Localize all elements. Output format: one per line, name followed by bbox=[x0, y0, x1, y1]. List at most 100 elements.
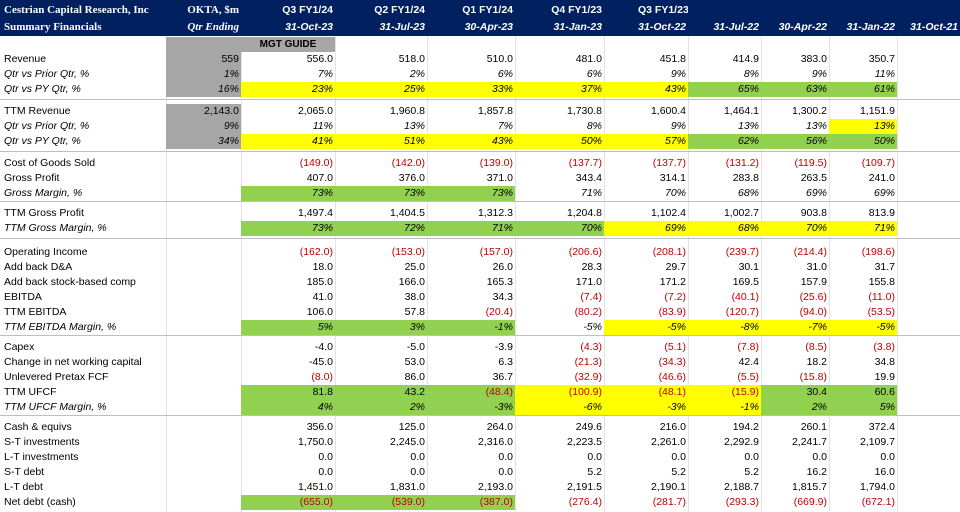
data-cell[interactable]: 4% bbox=[241, 400, 335, 415]
data-cell[interactable]: 407.0 bbox=[306, 172, 333, 184]
data-cell[interactable]: 30.4 bbox=[761, 385, 829, 400]
row-label[interactable]: Qtr vs Prior Qtr, % bbox=[4, 120, 90, 132]
date-header[interactable]: 31-Oct-21 bbox=[910, 21, 958, 33]
data-cell[interactable]: (198.6) bbox=[861, 246, 895, 258]
data-cell[interactable]: 25% bbox=[335, 82, 427, 97]
data-cell[interactable]: 8% bbox=[586, 120, 602, 132]
data-cell[interactable]: 57.8 bbox=[404, 306, 425, 318]
row-label[interactable]: Operating Income bbox=[4, 246, 88, 258]
data-cell[interactable]: 2,223.5 bbox=[566, 436, 602, 448]
row-label[interactable]: Cost of Goods Sold bbox=[4, 157, 96, 169]
data-cell[interactable] bbox=[166, 221, 241, 236]
period-header[interactable]: Q3 FY1/23 bbox=[638, 4, 688, 16]
data-cell[interactable]: (153.0) bbox=[391, 246, 425, 258]
data-cell[interactable]: (162.0) bbox=[299, 246, 333, 258]
row-label[interactable]: S-T investments bbox=[4, 436, 80, 448]
data-cell[interactable]: 2,109.7 bbox=[859, 436, 895, 448]
data-cell[interactable] bbox=[166, 400, 241, 415]
row-label[interactable]: L-T debt bbox=[4, 481, 43, 493]
data-cell[interactable]: 2,190.1 bbox=[650, 481, 686, 493]
data-cell[interactable]: 31.7 bbox=[874, 261, 895, 273]
data-cell[interactable]: 1,464.1 bbox=[723, 105, 759, 117]
data-cell[interactable]: 72% bbox=[335, 221, 427, 236]
date-header[interactable]: 30-Apr-23 bbox=[464, 21, 513, 33]
data-cell[interactable]: 9% bbox=[223, 120, 239, 132]
data-cell[interactable] bbox=[166, 186, 241, 201]
data-cell[interactable]: 372.4 bbox=[868, 421, 895, 433]
data-cell[interactable]: (21.3) bbox=[574, 356, 602, 368]
data-cell[interactable]: 69% bbox=[873, 187, 895, 199]
data-cell[interactable]: 1,002.7 bbox=[723, 207, 759, 219]
data-cell[interactable]: 16.0 bbox=[874, 466, 895, 478]
data-cell[interactable]: 9% bbox=[670, 120, 686, 132]
data-cell[interactable]: 6.3 bbox=[498, 356, 513, 368]
data-cell[interactable]: 106.0 bbox=[306, 306, 333, 318]
row-label[interactable]: TTM EBITDA Margin, % bbox=[4, 321, 117, 333]
data-cell[interactable]: (4.3) bbox=[580, 341, 602, 353]
data-cell[interactable]: 65% bbox=[688, 82, 761, 97]
data-cell[interactable] bbox=[166, 355, 241, 370]
data-cell[interactable]: 26.0 bbox=[492, 261, 513, 273]
data-cell[interactable]: 356.0 bbox=[306, 421, 333, 433]
data-cell[interactable]: 1,730.8 bbox=[566, 105, 602, 117]
data-cell[interactable]: 2,261.0 bbox=[650, 436, 686, 448]
data-cell[interactable]: (137.7) bbox=[652, 157, 686, 169]
data-cell[interactable]: 34.8 bbox=[874, 356, 895, 368]
data-cell[interactable]: 260.1 bbox=[800, 421, 827, 433]
row-label[interactable]: S-T debt bbox=[4, 466, 45, 478]
data-cell[interactable]: 73% bbox=[241, 221, 335, 236]
data-cell[interactable]: (539.0) bbox=[335, 495, 427, 510]
data-cell[interactable]: (32.9) bbox=[574, 371, 602, 383]
row-label[interactable]: TTM UFCF Margin, % bbox=[4, 401, 107, 413]
data-cell[interactable]: 2,292.9 bbox=[723, 436, 759, 448]
data-cell[interactable] bbox=[166, 260, 241, 275]
date-header[interactable]: 31-Jul-23 bbox=[379, 21, 425, 33]
data-cell[interactable]: 1,102.4 bbox=[650, 207, 686, 219]
data-cell[interactable] bbox=[166, 420, 241, 435]
data-cell[interactable]: 81.8 bbox=[241, 385, 335, 400]
data-cell[interactable]: 414.9 bbox=[732, 53, 759, 65]
qtr-ending-label[interactable]: Qtr Ending bbox=[187, 21, 239, 33]
data-cell[interactable]: -1% bbox=[427, 320, 515, 335]
data-cell[interactable]: (5.1) bbox=[664, 341, 686, 353]
data-cell[interactable]: 13% bbox=[805, 120, 827, 132]
data-cell[interactable]: 2,065.0 bbox=[297, 105, 333, 117]
data-cell[interactable]: 1,831.0 bbox=[389, 481, 425, 493]
data-cell[interactable]: (34.3) bbox=[658, 356, 686, 368]
data-cell[interactable] bbox=[166, 450, 241, 465]
data-cell[interactable]: -3% bbox=[604, 400, 688, 415]
date-header[interactable]: 31-Jul-22 bbox=[713, 21, 759, 33]
data-cell[interactable]: 9% bbox=[670, 68, 686, 80]
data-cell[interactable]: 30.1 bbox=[738, 261, 759, 273]
period-header[interactable]: Q1 FY1/24 bbox=[462, 4, 513, 16]
data-cell[interactable]: 70% bbox=[664, 187, 686, 199]
data-cell[interactable]: 350.7 bbox=[868, 53, 895, 65]
data-cell[interactable]: 2,193.0 bbox=[477, 481, 513, 493]
data-cell[interactable] bbox=[166, 245, 241, 260]
data-cell[interactable]: 25.0 bbox=[404, 261, 425, 273]
data-cell[interactable]: -8% bbox=[688, 320, 761, 335]
data-cell[interactable]: -4.0 bbox=[314, 341, 333, 353]
data-cell[interactable]: 36.7 bbox=[492, 371, 513, 383]
data-cell[interactable]: 18.0 bbox=[312, 261, 333, 273]
date-header[interactable]: 30-Apr-22 bbox=[778, 21, 827, 33]
row-label[interactable]: Change in net working capital bbox=[4, 356, 142, 368]
data-cell[interactable]: 1,815.7 bbox=[791, 481, 827, 493]
data-cell[interactable]: 57% bbox=[604, 134, 688, 149]
data-cell[interactable]: 518.0 bbox=[398, 53, 425, 65]
period-header[interactable]: Q3 FY1/24 bbox=[282, 4, 333, 16]
data-cell[interactable]: 43% bbox=[427, 134, 515, 149]
data-cell[interactable]: 9% bbox=[811, 68, 827, 80]
row-label[interactable]: Gross Profit bbox=[4, 172, 60, 184]
date-header[interactable]: 31-Jan-23 bbox=[553, 21, 602, 33]
row-label[interactable]: Qtr vs PY Qtr, % bbox=[4, 135, 81, 147]
data-cell[interactable]: 43.2 bbox=[335, 385, 427, 400]
sheet-subtitle[interactable]: Summary Financials bbox=[4, 21, 102, 33]
data-cell[interactable] bbox=[166, 435, 241, 450]
data-cell[interactable]: 42.4 bbox=[738, 356, 759, 368]
data-cell[interactable]: (139.0) bbox=[479, 157, 513, 169]
data-cell[interactable]: (80.2) bbox=[574, 306, 602, 318]
data-cell[interactable]: (20.4) bbox=[485, 306, 513, 318]
row-label[interactable]: TTM EBITDA bbox=[4, 306, 67, 318]
data-cell[interactable]: 0.0 bbox=[318, 466, 333, 478]
